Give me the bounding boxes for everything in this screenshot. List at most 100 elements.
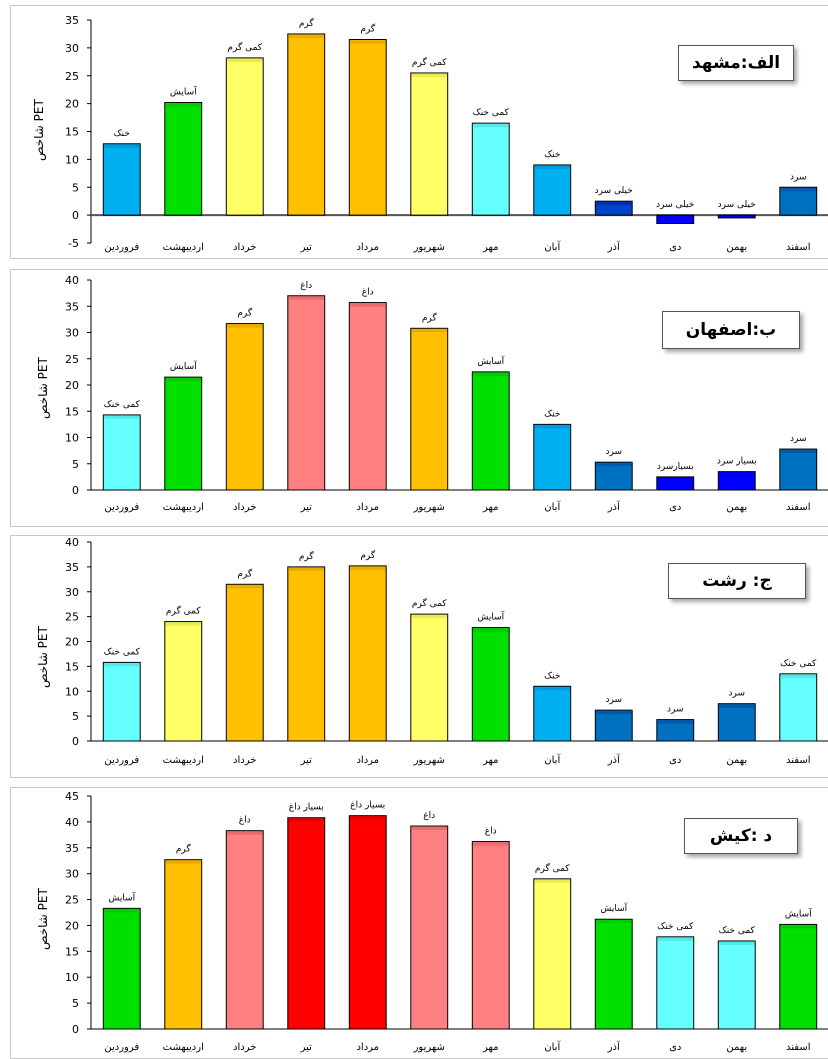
x-tick-label: بهمن bbox=[726, 242, 747, 253]
y-tick-label: 20 bbox=[65, 636, 79, 649]
y-tick-label: 35 bbox=[65, 561, 79, 574]
bar bbox=[656, 936, 695, 1030]
bar-data-label: داغ bbox=[485, 827, 497, 837]
bar bbox=[717, 471, 756, 491]
x-tick-label: خرداد bbox=[233, 1042, 256, 1053]
bar-highlight bbox=[104, 415, 140, 419]
chart-title-rasht: ج: رشت bbox=[668, 563, 806, 599]
y-tick-label: 15 bbox=[65, 945, 79, 958]
y-tick-label: 25 bbox=[65, 894, 79, 907]
bar-data-label: خنک bbox=[114, 129, 130, 139]
bar-data-label: آسایش bbox=[170, 86, 197, 98]
chart-title-kish: د :کیش bbox=[684, 818, 798, 854]
y-tick-label: 0 bbox=[72, 209, 79, 222]
y-tick-label: 15 bbox=[65, 405, 79, 418]
bar-data-label: گرم bbox=[237, 307, 253, 319]
x-tick-label: دی bbox=[669, 502, 681, 513]
bar bbox=[164, 102, 203, 216]
x-tick-label: بهمن bbox=[726, 1042, 747, 1053]
x-tick-label: مهر bbox=[482, 502, 498, 513]
bar-highlight bbox=[104, 144, 140, 148]
chart-svg-rasht: 0 5 10 15 20 25 30 35 40 کمی خنک فروردین کمی گرم ارد… bbox=[65, 536, 828, 766]
bar-highlight bbox=[227, 831, 263, 835]
bar-highlight bbox=[780, 450, 816, 454]
bar-data-label: سرد bbox=[605, 695, 622, 705]
bar-highlight bbox=[719, 216, 755, 217]
chart-svg-isfahan: 0 5 10 15 20 25 30 35 40 کمی خنک فروردین آسایش اردیب… bbox=[65, 274, 828, 513]
x-tick-label: فروردین bbox=[104, 242, 139, 253]
y-tick-label: 5 bbox=[72, 458, 79, 471]
y-axis-label-mashhad: شاخص PET bbox=[32, 99, 46, 161]
x-tick-label: تیر bbox=[300, 755, 313, 766]
bar-data-label: خنک bbox=[544, 150, 560, 160]
y-tick-label: 40 bbox=[65, 274, 79, 287]
bar bbox=[779, 448, 818, 491]
x-tick-label: فروردین bbox=[104, 755, 139, 766]
bar-highlight bbox=[473, 124, 509, 128]
bar bbox=[225, 830, 264, 1030]
bar bbox=[164, 621, 203, 742]
bar-highlight bbox=[350, 303, 386, 307]
x-tick-label: اردیبهشت bbox=[163, 502, 204, 513]
bar bbox=[348, 565, 387, 742]
y-tick-label: 10 bbox=[65, 153, 79, 166]
x-tick-label: آبان bbox=[544, 753, 561, 766]
y-tick-label: 30 bbox=[65, 586, 79, 599]
bar-data-label: خیلی سرد bbox=[656, 200, 694, 210]
y-tick-label: 30 bbox=[65, 327, 79, 340]
bar-data-label: گرم bbox=[422, 311, 438, 323]
y-tick-label: -5 bbox=[68, 237, 79, 250]
bar-highlight bbox=[350, 40, 386, 44]
bar bbox=[656, 214, 695, 224]
y-tick-label: 15 bbox=[65, 126, 79, 139]
bar-data-label: آسایش bbox=[477, 355, 504, 367]
bar-data-label: کمی خنک bbox=[104, 400, 141, 410]
y-tick-label: 40 bbox=[65, 536, 79, 549]
y-tick-label: 20 bbox=[65, 379, 79, 392]
y-tick-label: 25 bbox=[65, 70, 79, 83]
bar bbox=[164, 859, 203, 1030]
bar-highlight bbox=[534, 687, 570, 691]
bar-data-label: سرد bbox=[667, 705, 684, 715]
bar-data-label: گرم bbox=[360, 23, 376, 35]
y-tick-label: 40 bbox=[65, 816, 79, 829]
x-tick-label: فروردین bbox=[104, 1042, 139, 1053]
bar-highlight bbox=[165, 378, 201, 382]
bar-highlight bbox=[534, 425, 570, 429]
x-tick-label: اسفند bbox=[786, 755, 810, 766]
bar-data-label: گرم bbox=[299, 17, 315, 29]
bar-highlight bbox=[657, 477, 693, 481]
x-tick-label: آذر bbox=[607, 500, 621, 513]
x-tick-label: شهریور bbox=[413, 502, 445, 513]
x-tick-label: فروردین bbox=[104, 502, 139, 513]
bar bbox=[594, 709, 633, 742]
bar bbox=[594, 200, 633, 216]
bar-highlight bbox=[596, 711, 632, 715]
y-tick-label: 5 bbox=[72, 181, 79, 194]
bar bbox=[533, 685, 572, 742]
x-tick-label: شهریور bbox=[413, 1042, 445, 1053]
x-tick-label: آبان bbox=[544, 500, 561, 513]
bar-data-label: کمی خنک bbox=[719, 926, 756, 936]
bar-data-label: خیلی سرد bbox=[718, 200, 756, 210]
bar bbox=[410, 613, 449, 742]
y-axis-label-isfahan: شاخص PET bbox=[36, 357, 50, 419]
x-tick-label: آذر bbox=[607, 240, 621, 253]
bar-data-label: کمی گرم bbox=[412, 597, 447, 609]
bar-highlight bbox=[411, 827, 447, 831]
bar bbox=[410, 327, 449, 491]
y-tick-label: 5 bbox=[72, 997, 79, 1010]
y-tick-label: 15 bbox=[65, 660, 79, 673]
x-tick-label: شهریور bbox=[413, 242, 445, 253]
bar bbox=[779, 923, 818, 1030]
bar-highlight bbox=[288, 567, 324, 571]
x-tick-label: شهریور bbox=[413, 755, 445, 766]
chart-svg-mashhad: -5 0 5 10 15 20 25 30 35 خنک فروردین آسایش اردیبهشت ک… bbox=[65, 14, 828, 253]
x-tick-label: مهر bbox=[482, 242, 498, 253]
bar-data-label: آسایش bbox=[170, 360, 197, 372]
x-tick-label: تیر bbox=[300, 1042, 313, 1053]
bar-highlight bbox=[719, 704, 755, 708]
bar-highlight bbox=[350, 566, 386, 570]
x-tick-label: خرداد bbox=[233, 755, 256, 766]
y-tick-label: 20 bbox=[65, 919, 79, 932]
